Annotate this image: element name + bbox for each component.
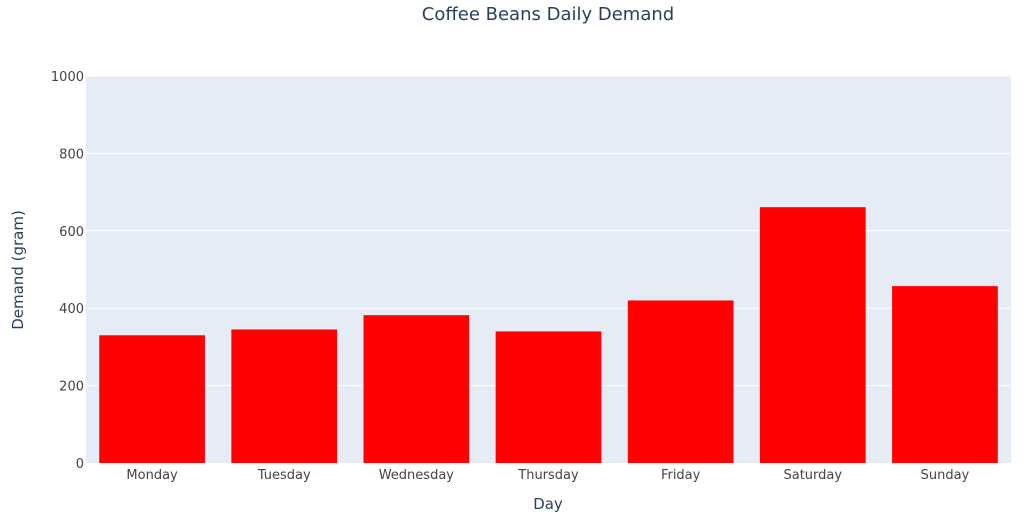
y-tick-label: 200: [59, 380, 84, 395]
y-tick-label: 0: [76, 457, 84, 472]
x-axis-tick-labels: Monday Tuesday Wednesday Thursday Friday Satu…: [126, 468, 969, 483]
bar-wednesday: [363, 315, 470, 463]
y-tick-label: 1000: [51, 70, 84, 85]
y-tick-label: 400: [59, 302, 84, 317]
y-axis-label: Demand (gram): [9, 210, 27, 330]
bar-friday: [627, 300, 734, 463]
x-axis-label: Day: [533, 495, 563, 513]
x-tick-label: Monday: [126, 468, 178, 483]
y-axis-tick-labels: 0 200 400 600 800 1000: [51, 70, 84, 472]
bar-tuesday: [231, 329, 338, 463]
bar-thursday: [495, 331, 602, 463]
x-tick-label: Wednesday: [379, 468, 455, 483]
chart-title: Coffee Beans Daily Demand: [422, 4, 674, 25]
x-tick-label: Sunday: [921, 468, 970, 483]
bar-monday: [99, 335, 205, 463]
x-tick-label: Thursday: [517, 468, 579, 483]
y-tick-label: 600: [59, 225, 84, 240]
x-tick-label: Tuesday: [257, 468, 311, 483]
x-tick-label: Friday: [661, 468, 701, 483]
bar-sunday: [892, 286, 998, 463]
y-tick-label: 800: [59, 147, 84, 162]
bars: [99, 207, 998, 463]
x-tick-label: Saturday: [783, 468, 842, 483]
bar-saturday: [759, 207, 866, 463]
